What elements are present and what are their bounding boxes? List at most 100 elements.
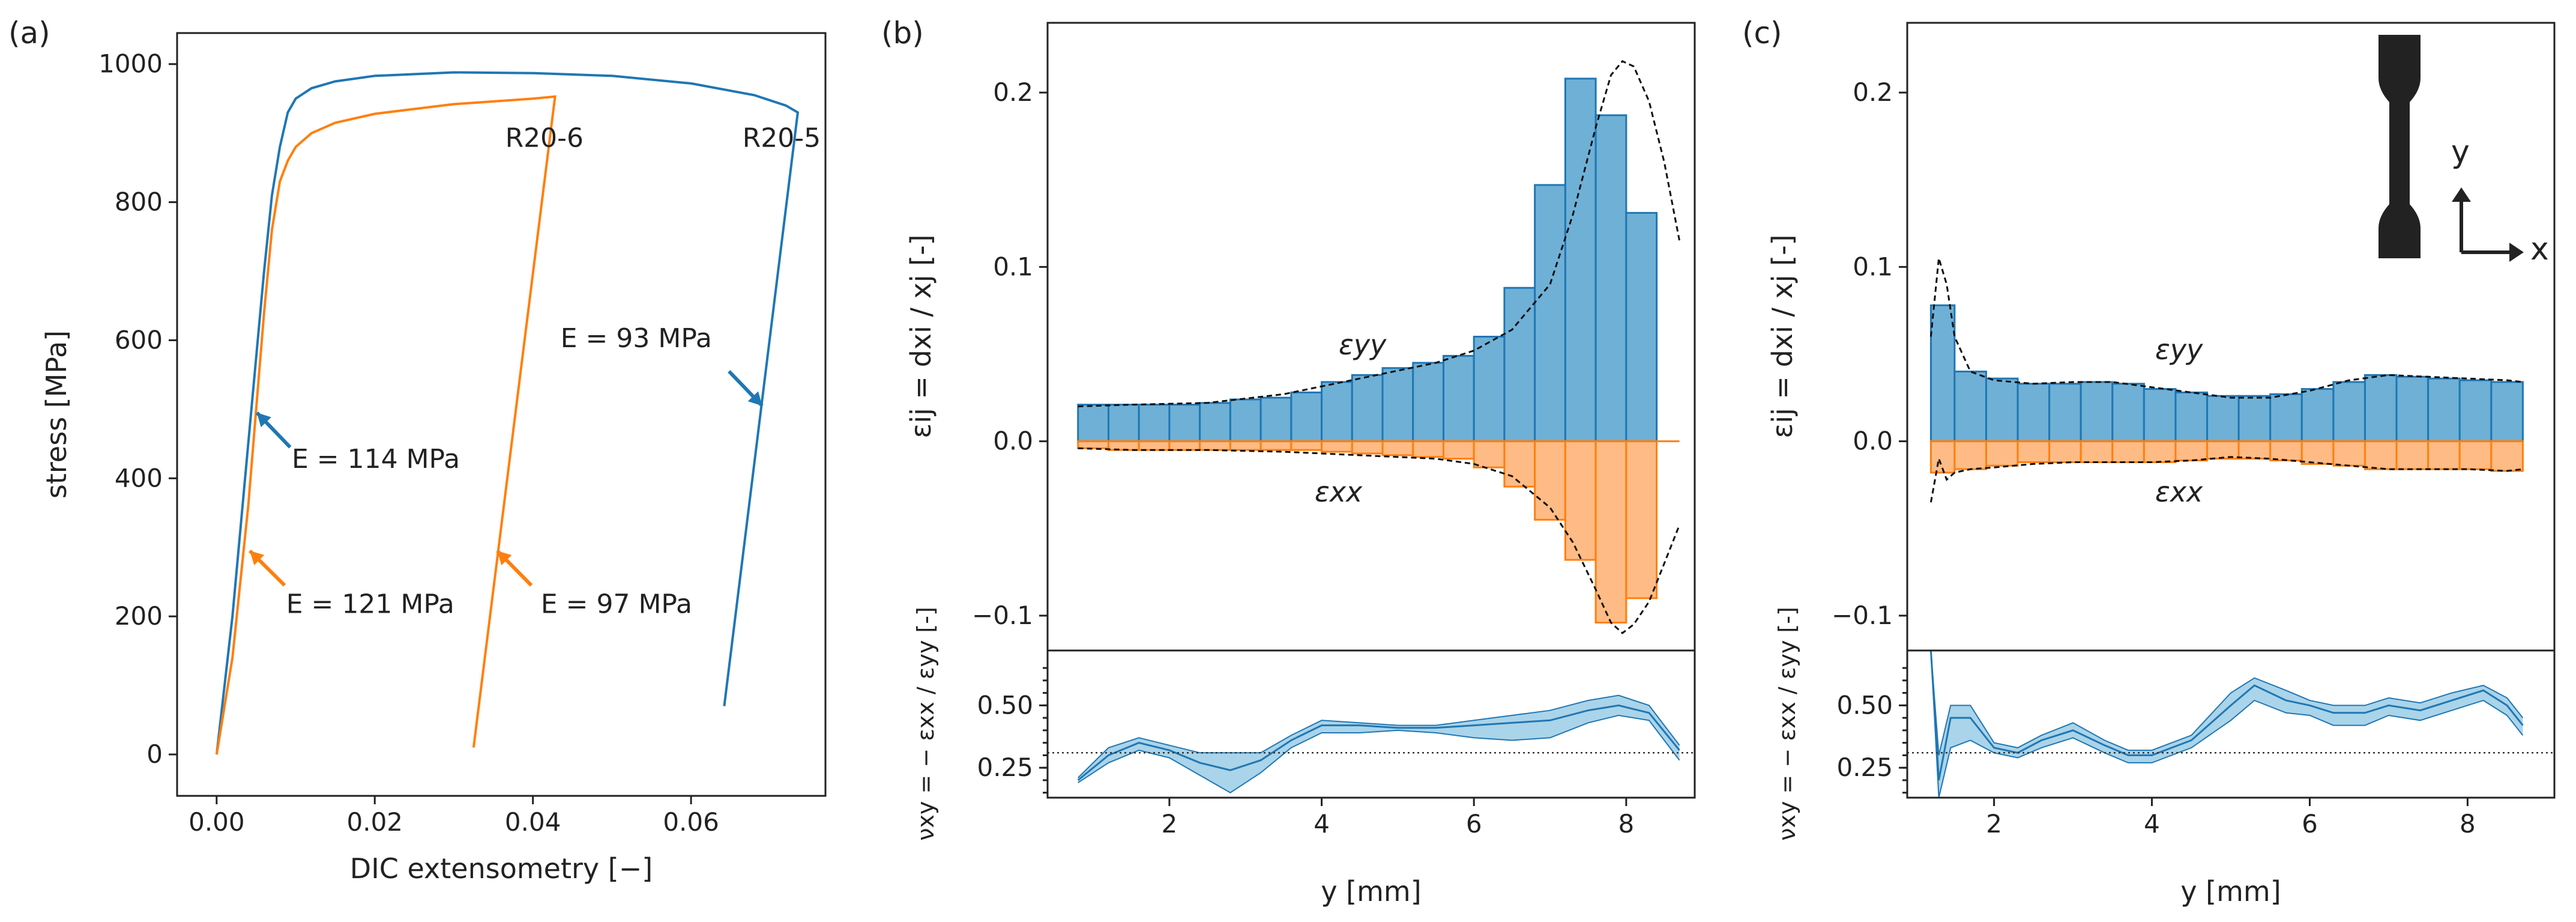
panel-c: −0.1 0.0 0.1 0.2 εij = dxi / xj [-] εyy εxx… <box>1766 22 2556 652</box>
y-tick-label: 0.0 <box>1853 426 1893 456</box>
bar-eyy <box>2427 377 2461 443</box>
inset-y-arrowhead-icon <box>2452 187 2471 202</box>
bar-exx <box>1381 440 1414 456</box>
y-tick-label: 0.1 <box>993 252 1033 281</box>
panel-a-xlabel: DIC extensometry [−] <box>350 852 653 885</box>
bar-exx <box>2048 440 2082 464</box>
x-tick-label: 4 <box>2144 809 2160 839</box>
bar-eyy <box>1929 304 1956 443</box>
bar-eyy <box>1077 404 1109 443</box>
y-tick-label: 0 <box>146 739 163 769</box>
annotation-label: E = 93 MPa <box>561 323 712 354</box>
bar-exx <box>1321 440 1353 453</box>
bar-eyy <box>2300 388 2335 443</box>
bar-exx <box>2427 440 2461 470</box>
nu-upper-line <box>1930 650 2524 756</box>
bar-exx <box>1229 440 1262 451</box>
bar-exx <box>2080 440 2114 464</box>
y-tick-label: 0.2 <box>993 77 1033 107</box>
y-tick-label: 0.25 <box>1836 753 1893 782</box>
bar-eyy <box>2237 395 2272 443</box>
bar-eyy <box>1985 377 2019 443</box>
bar-exx <box>1138 440 1171 451</box>
x-tick-label: 2 <box>1986 809 2002 839</box>
bar-eyy <box>1168 404 1201 443</box>
bar-exx <box>1473 440 1506 469</box>
y-tick-label: 0.50 <box>977 690 1033 720</box>
bar-eyy <box>1534 184 1566 443</box>
annotation-label: R20-5 <box>743 123 821 154</box>
bar-eyy <box>1199 402 1231 443</box>
bar-exx <box>2300 440 2335 465</box>
y-tick-label: 0.50 <box>1836 690 1893 720</box>
bar-exx <box>2111 440 2145 464</box>
bar-exx <box>2237 440 2272 460</box>
bar-eyy <box>1290 391 1323 443</box>
fit-curve-eyy <box>1929 258 2523 399</box>
x-tick-label: 0.06 <box>663 807 719 837</box>
y-tick-label: 0.0 <box>993 426 1033 456</box>
bar-eyy <box>2490 381 2524 443</box>
bar-eyy <box>2111 383 2145 443</box>
bar-eyy <box>1321 381 1353 443</box>
bar-exx <box>1199 440 1231 451</box>
bar-exx <box>1985 440 2019 467</box>
bar-exx <box>1077 440 1109 449</box>
panel-a-ylabel: stress [MPa] <box>40 330 73 499</box>
x-tick-label: 0.04 <box>505 807 561 837</box>
y-tick-label: 200 <box>115 601 163 631</box>
bar-eyy <box>2143 388 2177 443</box>
bar-eyy <box>1259 396 1293 443</box>
panel-b-ylabel: εij = dxi / xj [-] <box>905 234 937 438</box>
nu-mean-line <box>1077 704 1680 781</box>
nu-lower-line <box>1930 650 2524 798</box>
panel-c-frame <box>1906 22 2556 652</box>
panel-a-frame <box>176 32 827 797</box>
series-line-r20-5 <box>215 71 800 755</box>
panel-c-lower: 2 4 6 8 0.25 0.50 y [mm] νxy = − εxx / εyy [-… <box>1774 607 2556 908</box>
x-tick-label: 8 <box>1618 809 1634 839</box>
panel-c-label: (c) <box>1742 16 1782 50</box>
bar-eyy <box>2395 375 2430 443</box>
bar-exx <box>1503 440 1536 488</box>
panel-c-xlabel: y [mm] <box>2180 875 2281 908</box>
y-tick-label: −0.1 <box>972 601 1033 630</box>
panel-b-lower-ylabel: νxy = − εxx / εyy [-] <box>912 607 939 841</box>
bar-exx <box>2206 440 2240 460</box>
bar-exx <box>2458 440 2493 470</box>
specimen-icon <box>2378 35 2421 258</box>
annotation-arrowhead-icon <box>257 413 271 428</box>
bar-eyy <box>1473 336 1506 443</box>
y-tick-label: 0.1 <box>1853 252 1893 281</box>
panel-c-label-eyy: εyy <box>2155 333 2203 366</box>
bar-exx <box>1625 440 1658 599</box>
bar-eyy <box>2269 393 2303 443</box>
bar-eyy <box>2174 391 2209 443</box>
annotation-label: E = 97 MPa <box>541 589 692 619</box>
bar-exx <box>1564 440 1597 561</box>
panel-c-ylabel: εij = dxi / xj [-] <box>1766 234 1799 438</box>
bar-exx <box>1351 440 1384 455</box>
bar-eyy <box>2458 379 2493 443</box>
panel-a-label: (a) <box>8 16 50 50</box>
x-tick-label: 2 <box>1162 809 1178 839</box>
panel-b-label-exx: εxx <box>1315 476 1363 508</box>
bar-eyy <box>2332 381 2366 443</box>
nu-mean-line <box>1929 650 2524 781</box>
bar-eyy <box>2016 383 2051 443</box>
bar-exx <box>2395 440 2430 470</box>
bar-exx <box>1290 440 1323 451</box>
annotation-label: R20-6 <box>505 123 584 154</box>
uncertainty-band <box>1078 695 1680 793</box>
bar-exx <box>1412 440 1444 458</box>
bar-exx <box>2269 440 2303 462</box>
bar-exx <box>2174 440 2209 462</box>
y-tick-label: 0.25 <box>977 753 1033 782</box>
fit-curve-eyy <box>1078 60 1681 408</box>
annotation-label: E = 121 MPa <box>286 589 454 619</box>
bar-exx <box>2490 440 2524 472</box>
y-tick-label: 800 <box>115 187 163 217</box>
bar-eyy <box>2048 383 2082 443</box>
y-tick-label: 0.2 <box>1853 77 1893 107</box>
